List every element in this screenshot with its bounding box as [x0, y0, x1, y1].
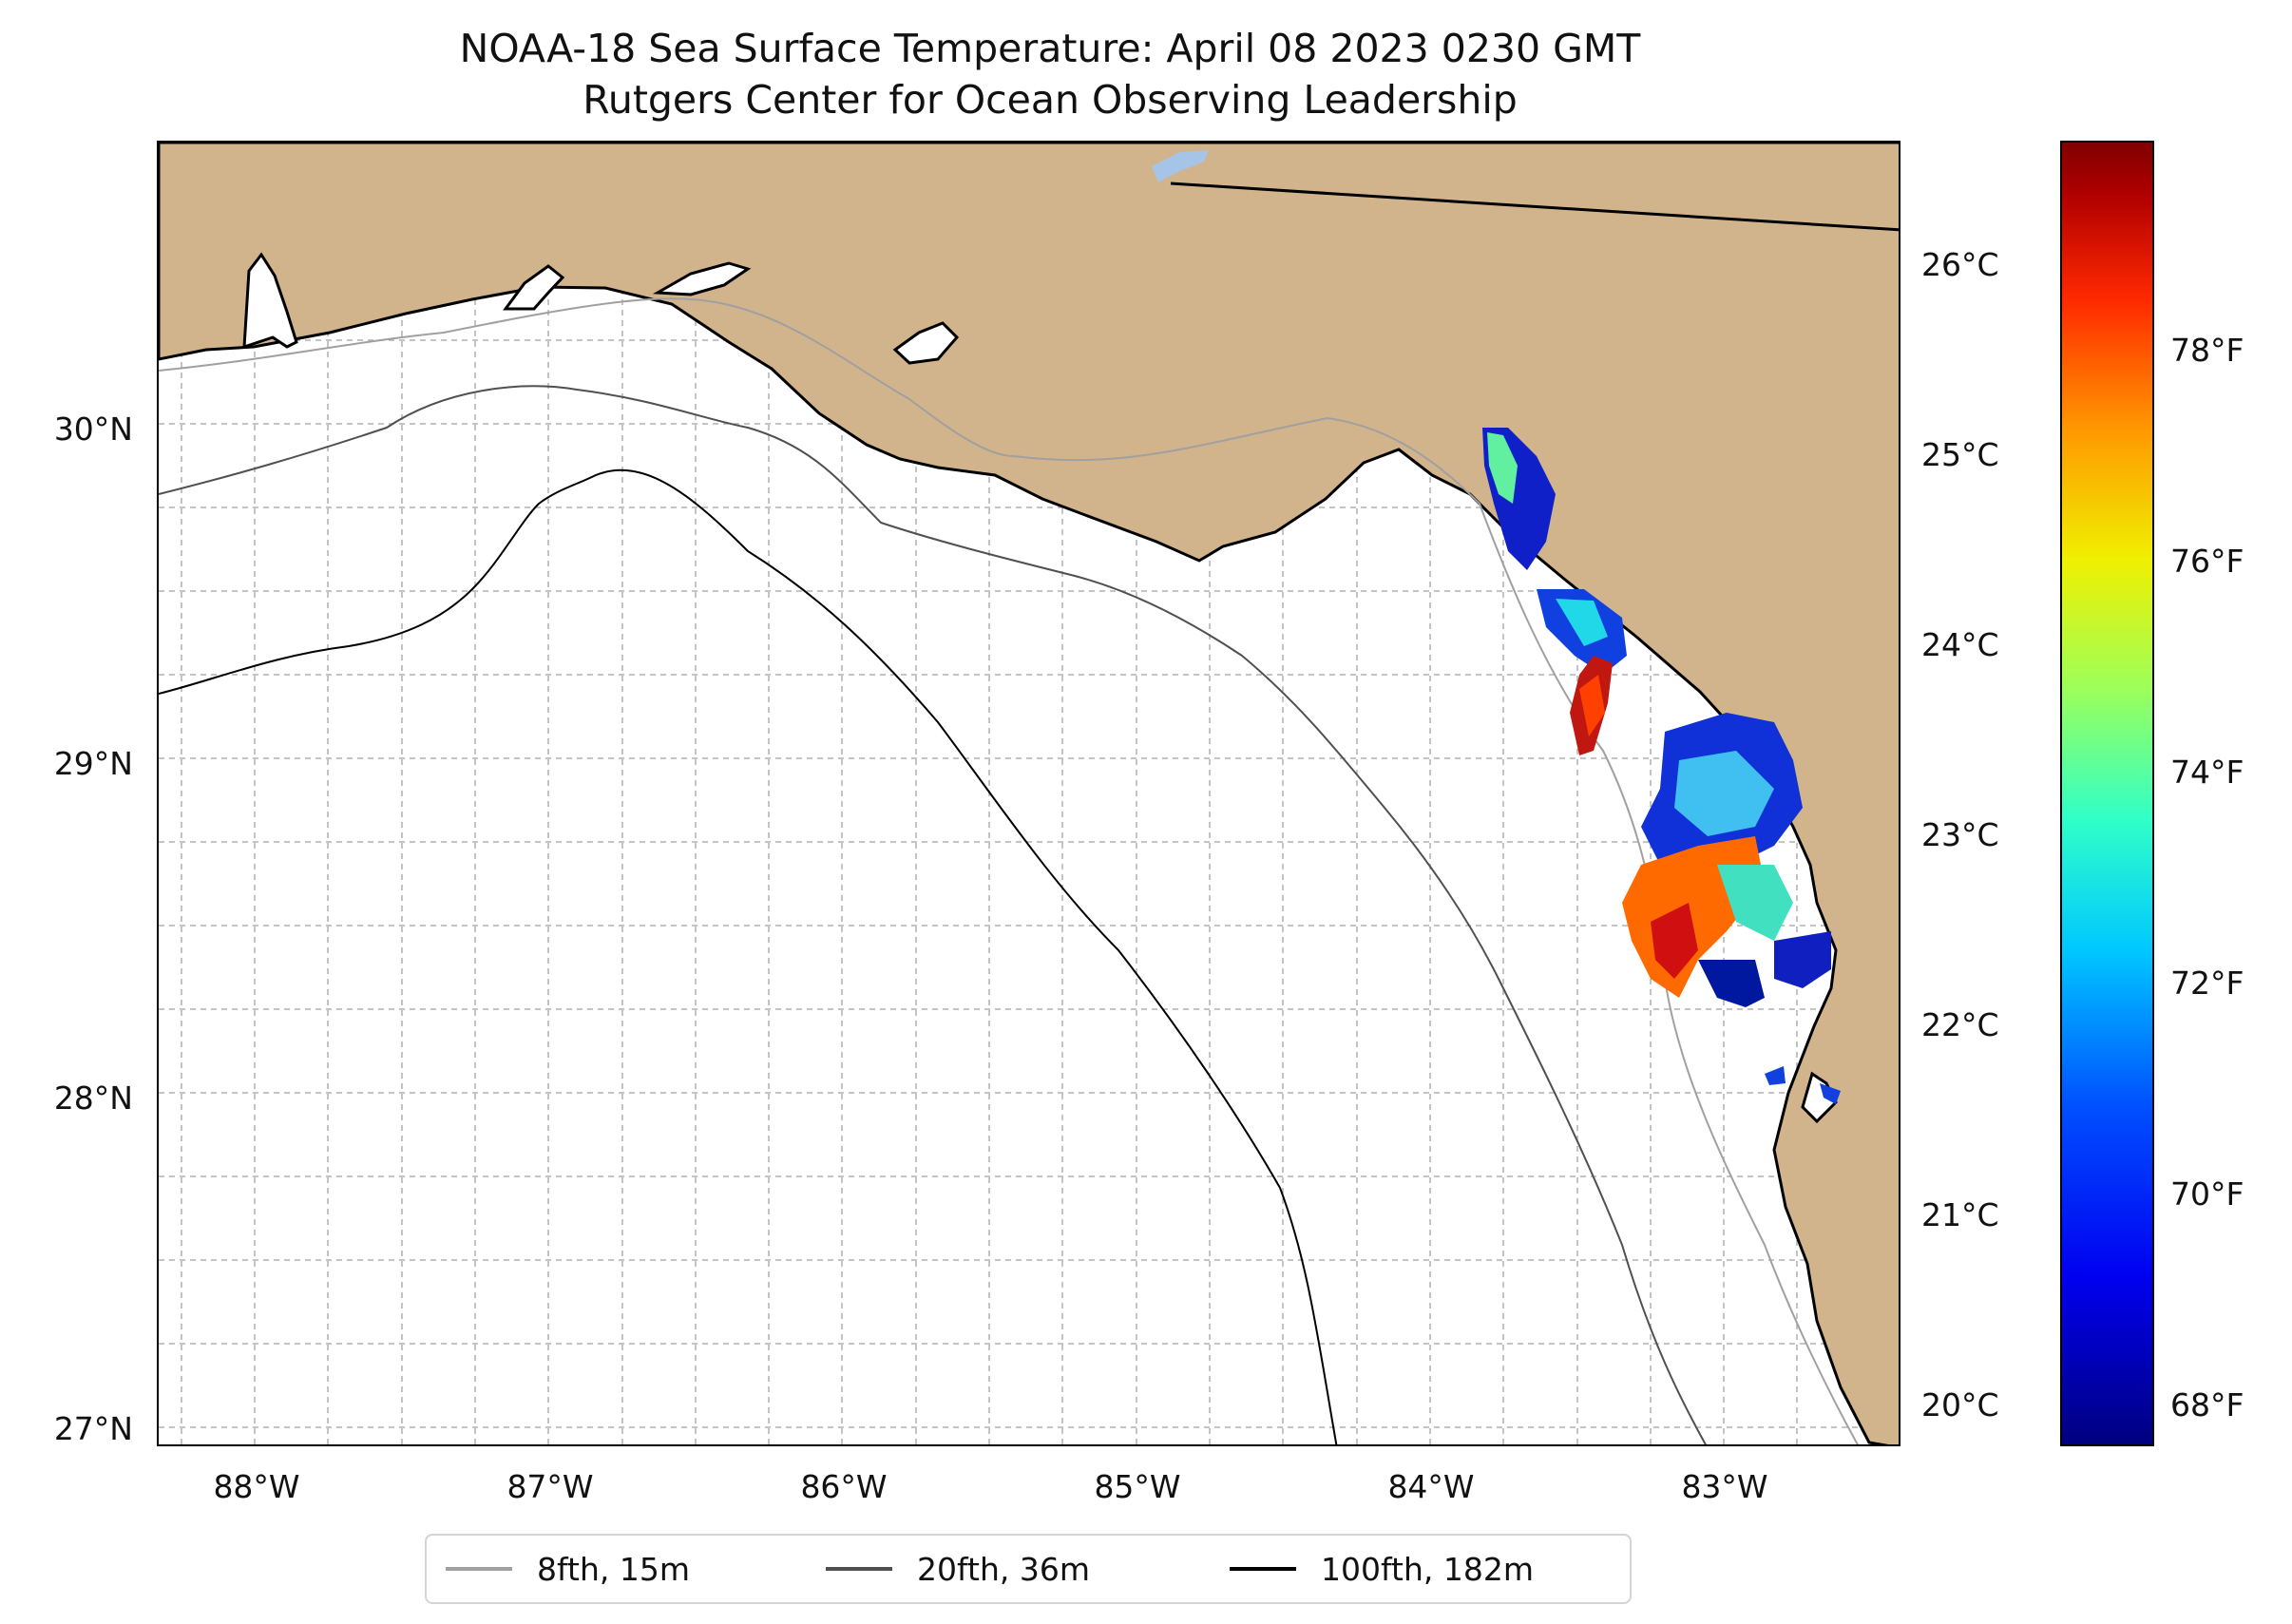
- legend-item-8fth: 8fth, 15m: [446, 1536, 690, 1602]
- contour-8fth: [159, 297, 1859, 1444]
- state-boundary: [1170, 182, 1899, 232]
- sst-swath: [1482, 428, 1841, 1104]
- lat-label-28n: 28°N: [53, 1079, 133, 1117]
- choctawhatchee-bay: [652, 261, 752, 296]
- lake-seminole: [1152, 150, 1209, 182]
- map-title: NOAA-18 Sea Surface Temperature: April 0…: [459, 26, 1641, 71]
- legend-label-20fth: 20fth, 36m: [917, 1550, 1090, 1588]
- lon-label-84w: 84°W: [1387, 1468, 1475, 1505]
- legend-item-100fth: 100fth, 182m: [1230, 1536, 1534, 1602]
- legend-swatch-8fth: [446, 1567, 512, 1571]
- tampa-bay: [1801, 1071, 1838, 1124]
- colorbar-label-78f: 78°F: [2170, 332, 2244, 369]
- coastline: [159, 143, 1899, 1444]
- pensacola-bay: [503, 264, 565, 311]
- colorbar: [2060, 141, 2154, 1446]
- legend-swatch-100fth: [1230, 1567, 1296, 1571]
- colorbar-label-21c: 21°C: [1921, 1196, 1999, 1233]
- colorbar-label-70f: 70°F: [2170, 1175, 2244, 1213]
- legend-label-100fth: 100fth, 182m: [1321, 1550, 1534, 1588]
- colorbar-label-25c: 25°C: [1921, 436, 1999, 473]
- st-andrews-bay: [892, 321, 960, 365]
- lon-label-83w: 83°W: [1681, 1468, 1768, 1505]
- colorbar-label-22c: 22°C: [1921, 1006, 1999, 1043]
- lon-label-85w: 85°W: [1094, 1468, 1181, 1505]
- colorbar-label-20c: 20°C: [1921, 1386, 1999, 1423]
- legend: 8fth, 15m 20fth, 36m 100fth, 182m: [425, 1534, 1632, 1604]
- contour-100fth: [159, 468, 1338, 1444]
- legend-swatch-20fth: [826, 1567, 892, 1571]
- colorbar-label-76f: 76°F: [2170, 543, 2244, 580]
- depth-contours: [159, 297, 1859, 1444]
- lon-label-87w: 87°W: [506, 1468, 594, 1505]
- contour-20fth: [159, 385, 1707, 1444]
- lat-label-27n: 27°N: [53, 1410, 133, 1447]
- lon-label-86w: 86°W: [800, 1468, 888, 1505]
- colorbar-label-26c: 26°C: [1921, 246, 1999, 283]
- legend-item-20fth: 20fth, 36m: [826, 1536, 1090, 1602]
- lat-label-29n: 29°N: [53, 745, 133, 782]
- map-canvas: [159, 143, 1899, 1444]
- legend-label-8fth: 8fth, 15m: [537, 1550, 691, 1588]
- lon-label-88w: 88°W: [213, 1468, 300, 1505]
- map-panel[interactable]: [157, 141, 1900, 1446]
- colorbar-label-68f: 68°F: [2170, 1386, 2244, 1423]
- map-subtitle: Rutgers Center for Ocean Observing Leade…: [583, 77, 1518, 123]
- colorbar-label-23c: 23°C: [1921, 816, 1999, 853]
- colorbar-label-74f: 74°F: [2170, 754, 2244, 791]
- land: [159, 143, 1899, 1444]
- colorbar-label-72f: 72°F: [2170, 965, 2244, 1002]
- lat-label-30n: 30°N: [53, 411, 133, 448]
- colorbar-label-24c: 24°C: [1921, 626, 1999, 663]
- mobile-bay: [242, 252, 298, 350]
